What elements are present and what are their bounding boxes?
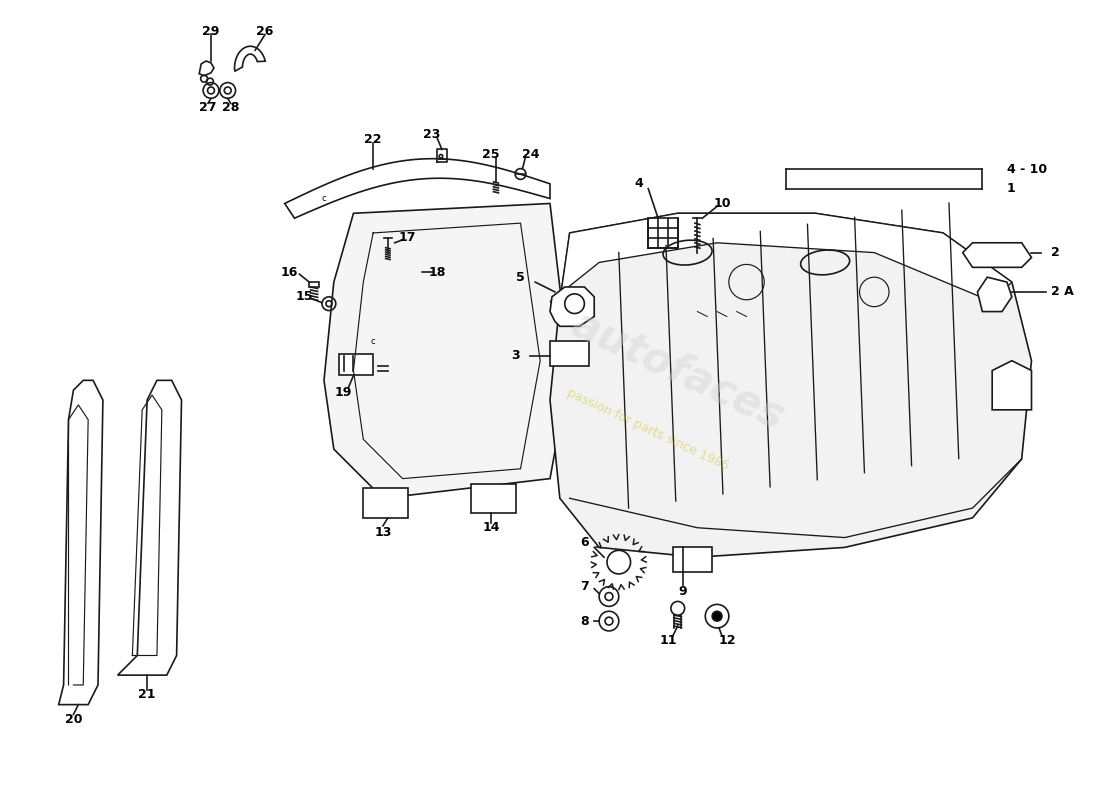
Text: 25: 25: [482, 148, 499, 161]
Text: 5: 5: [516, 270, 525, 284]
Polygon shape: [550, 287, 594, 326]
Text: 19: 19: [336, 386, 352, 398]
Text: autofaces: autofaces: [564, 303, 791, 438]
Text: 18: 18: [428, 266, 446, 278]
Polygon shape: [324, 203, 570, 498]
Text: 8: 8: [580, 614, 588, 627]
Text: 15: 15: [296, 290, 314, 303]
Text: 29: 29: [202, 25, 220, 38]
Text: c: c: [321, 194, 327, 203]
Text: 28: 28: [222, 101, 240, 114]
Text: passion for parts since 1985: passion for parts since 1985: [565, 386, 732, 473]
Text: 23: 23: [424, 128, 441, 141]
Text: 1: 1: [1006, 182, 1015, 195]
Text: 24: 24: [521, 148, 539, 161]
Polygon shape: [58, 380, 103, 705]
Polygon shape: [550, 214, 1012, 302]
Bar: [673, 547, 712, 572]
Text: 2: 2: [1052, 246, 1060, 259]
Text: 17: 17: [399, 231, 416, 244]
Text: c: c: [371, 337, 375, 346]
Bar: [472, 483, 516, 513]
Text: 4 - 10: 4 - 10: [1006, 162, 1047, 175]
Polygon shape: [962, 242, 1032, 267]
Text: 13: 13: [374, 526, 392, 539]
Polygon shape: [992, 361, 1032, 410]
Bar: [309, 282, 319, 287]
Circle shape: [705, 604, 729, 628]
Bar: [550, 341, 590, 366]
Text: 11: 11: [659, 634, 676, 647]
Polygon shape: [978, 277, 1012, 311]
Polygon shape: [339, 262, 422, 279]
Text: 16: 16: [280, 266, 298, 278]
Text: 7: 7: [580, 580, 588, 594]
Text: 14: 14: [482, 522, 499, 534]
Text: 20: 20: [65, 713, 82, 726]
Bar: [368, 270, 403, 277]
Text: 12: 12: [718, 634, 736, 647]
Text: 27: 27: [199, 101, 217, 114]
Bar: [363, 489, 407, 518]
Bar: [648, 218, 678, 248]
Text: 21: 21: [139, 688, 156, 702]
Text: 26: 26: [256, 25, 274, 38]
Circle shape: [712, 611, 722, 621]
Text: 4: 4: [634, 178, 642, 190]
Bar: [339, 354, 373, 375]
Polygon shape: [550, 214, 1032, 558]
Polygon shape: [234, 46, 265, 71]
Text: 2 A: 2 A: [1052, 286, 1074, 298]
Polygon shape: [118, 380, 182, 675]
Text: 9: 9: [679, 585, 688, 598]
Circle shape: [564, 294, 584, 314]
Text: 22: 22: [364, 133, 382, 146]
Text: 10: 10: [713, 197, 730, 210]
Text: 3: 3: [512, 350, 520, 362]
Text: 6: 6: [580, 536, 588, 549]
Polygon shape: [285, 158, 550, 218]
